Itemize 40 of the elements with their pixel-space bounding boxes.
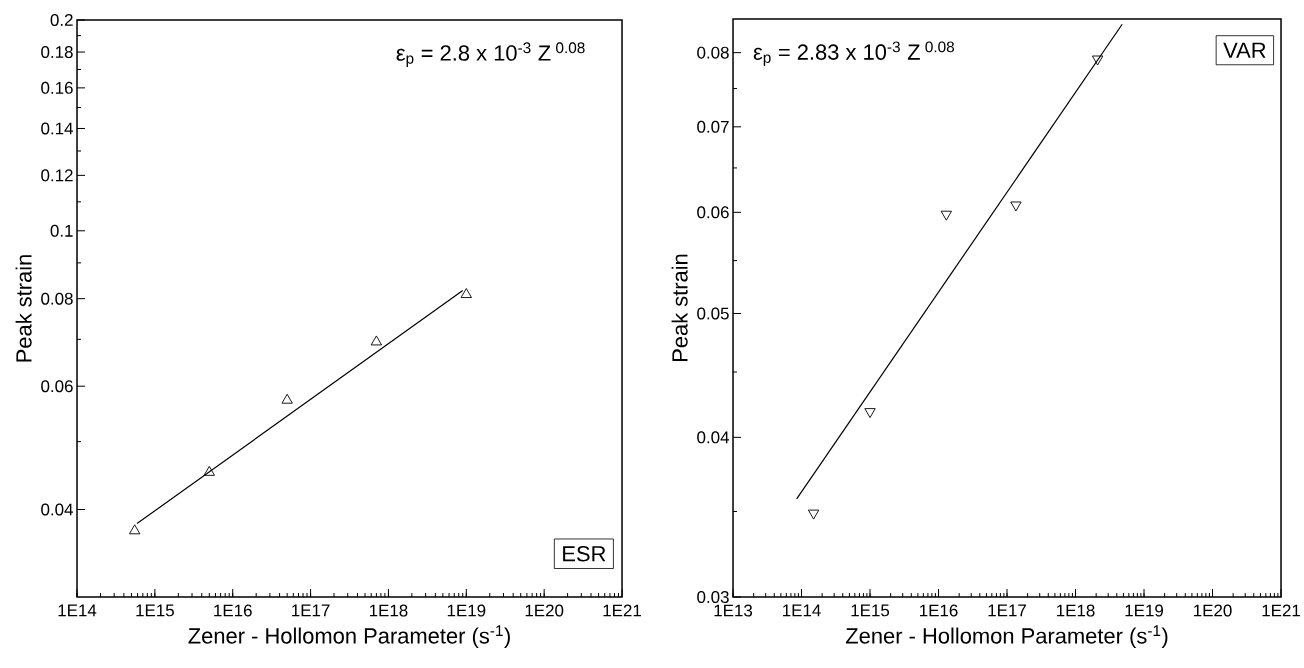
x-tick-label: 1E13 <box>714 604 753 617</box>
x-axis-title: Zener - Hollomon Parameter (s$^{-1}$) <box>188 625 510 648</box>
x-tick-label: 1E14 <box>58 604 97 617</box>
annotation: ε$_{p}$ = 2.83 x 10$^{-3}$ Z $^{0.08}$ <box>753 41 954 66</box>
x-tick-label: 1E18 <box>369 604 408 617</box>
x-tick-label: 1E14 <box>783 604 821 617</box>
y-axis-title: Peak strain <box>15 255 32 362</box>
x-tick-label: 1E16 <box>920 604 958 617</box>
y-tick-label: 0.08 <box>697 46 729 59</box>
x-tick-label: 1E21 <box>603 604 641 617</box>
annotation: ε$_{p}$ = 2.8 x 10$^{-3}$ Z $^{0.08}$ <box>396 42 585 67</box>
y-tick-label: 0.06 <box>697 206 729 219</box>
x-tick-label: 1E19 <box>447 604 486 617</box>
x-axis-title: Zener - Hollomon Parameter (s$^{-1}$) <box>845 625 1168 648</box>
y-tick-label: 0.12 <box>41 169 73 182</box>
annotation: ESR <box>563 545 606 562</box>
x-tick-label: 1E15 <box>851 604 890 617</box>
y-tick-label: 0.1 <box>50 224 73 237</box>
x-tick-label: 1E17 <box>292 604 330 617</box>
y-tick-label: 0.2 <box>50 14 73 27</box>
y-tick-label: 0.04 <box>697 431 729 444</box>
y-axis-title: Peak strain <box>671 254 688 362</box>
y-tick-label: 0.07 <box>697 120 729 133</box>
y-tick-label: 0.06 <box>41 380 73 393</box>
y-tick-label: 0.04 <box>41 503 73 516</box>
x-tick-label: 1E16 <box>214 604 252 617</box>
x-tick-label: 1E20 <box>1194 604 1232 617</box>
annotation: VAR <box>1223 42 1266 58</box>
y-tick-label: 0.08 <box>41 292 73 305</box>
x-tick-label: 1E19 <box>1125 604 1163 617</box>
x-tick-label: 1E15 <box>136 604 174 617</box>
y-tick-label: 0.14 <box>41 122 73 135</box>
x-tick-label: 1E17 <box>988 604 1026 617</box>
y-tick-label: 0.16 <box>41 81 73 94</box>
x-tick-label: 1E21 <box>1262 604 1300 617</box>
y-tick-label: 0.03 <box>697 591 729 604</box>
y-tick-label: 0.18 <box>41 46 73 59</box>
x-tick-label: 1E18 <box>1057 604 1095 617</box>
x-tick-label: 1E20 <box>525 604 564 617</box>
y-tick-label: 0.05 <box>697 307 729 320</box>
